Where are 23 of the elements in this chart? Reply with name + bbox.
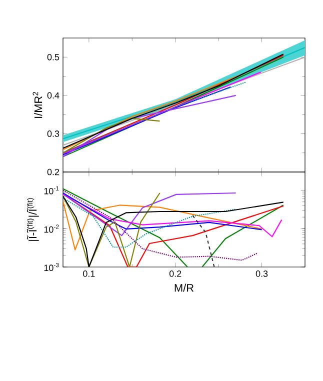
y-tick-label: 0.3: [47, 130, 60, 137]
y-tick-label: 0.2: [47, 168, 60, 176]
y-axis-title: |Ĩ-Ĩ$^{(fit)}$|/Ĩ$^{(fit)}$: [26, 198, 39, 241]
line-series: [63, 192, 262, 230]
line-series: [63, 192, 160, 267]
line-series: [63, 94, 236, 158]
y-tick-label: 0.5: [47, 54, 60, 60]
y-tick-label: 10$^{-1}$: [44, 186, 59, 194]
y-tick-label: 10$^{-2}$: [44, 224, 59, 233]
line-series: [63, 188, 188, 267]
y-tick-label: 0.4: [47, 92, 60, 99]
line-series: [63, 200, 262, 250]
x-tick-label: 0.2: [169, 270, 182, 277]
y-axis-title: I/MR$^{2}$: [32, 92, 42, 118]
line-series: [63, 118, 160, 154]
line-series: [63, 193, 282, 238]
x-tick-label: 0.3: [256, 270, 268, 277]
line-series: [63, 197, 236, 248]
line-series: [63, 190, 258, 261]
y-tick-label: 10$^{-3}$: [44, 262, 59, 272]
x-axis-title: M/R: [174, 284, 194, 292]
x-tick-label: 0.1: [83, 270, 95, 277]
line-series: [63, 192, 236, 236]
